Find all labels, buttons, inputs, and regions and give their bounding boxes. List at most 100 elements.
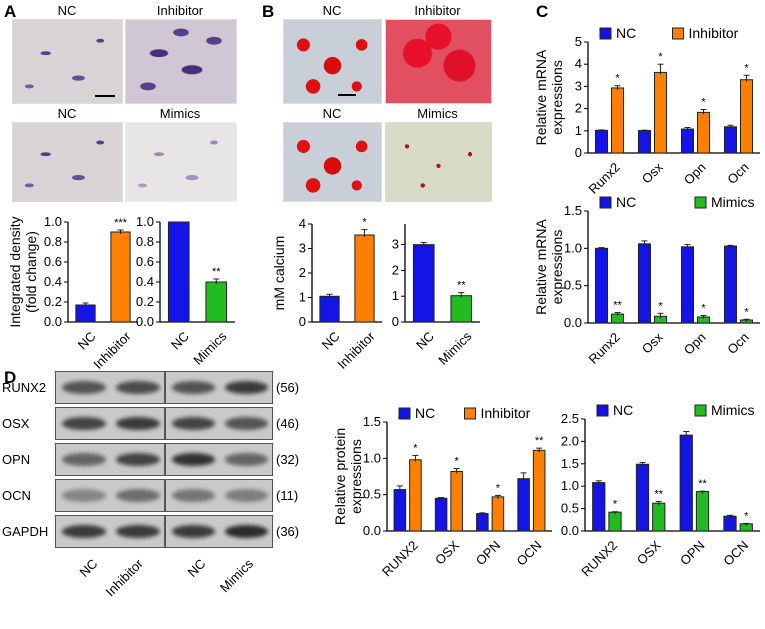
x-tick-label: NC [413,329,437,353]
bar [532,449,546,532]
blot-strip [165,371,273,404]
y-tick-label: 0.6 [136,254,154,269]
significance-marker: * [496,482,501,494]
legend-swatch [599,196,612,209]
x-tick-label: Ocn [724,160,751,187]
protein-band [116,489,160,502]
bar [679,434,693,532]
y-axis-label: Integrated density [7,216,23,327]
y-tick-label: 4 [575,56,582,71]
blot-row-label: OPN [2,452,31,467]
y-tick-label: 1 [575,123,582,138]
x-tick-label: Inhibitor [334,328,378,372]
protein-band [62,417,106,430]
blot-row-label: OSX [2,416,30,431]
bar [723,126,738,154]
protein-band [62,489,106,502]
y-axis-label: Relative mRNA [533,219,549,315]
protein-band [225,381,268,394]
blot-strip [55,407,165,440]
legend-label: Mimics [711,194,755,210]
legend-label: NC [415,405,435,421]
micrograph-alp-nc [12,19,123,104]
image-label: NC [57,106,77,121]
bar [592,482,606,532]
blot-strip [165,407,273,440]
blot-strip [55,479,165,512]
micrograph-ars-inhibitor [385,19,492,104]
scale-bar [95,95,115,97]
significance-marker: *** [114,217,128,229]
protein-band [225,525,268,538]
bar [637,130,652,154]
bar [723,245,738,324]
y-tick-label: 2 [575,101,582,116]
micrograph-alp-mimics [125,122,237,202]
bar [594,247,609,324]
image-label: Mimics [417,106,458,121]
y-tick-label: 2.5 [561,411,579,426]
legend-swatch [672,27,684,40]
legend-label: Inhibitor [689,25,739,41]
y-tick-label: 0 [392,314,399,329]
protein-band [116,381,160,394]
y-tick-label: 2.0 [561,433,579,448]
bar [652,502,666,532]
y-tick-label: 0 [575,145,582,160]
significance-marker: * [744,62,749,74]
x-tick-label: RUNX2 [578,538,620,580]
protein-band [225,417,268,430]
significance-marker: * [615,73,620,85]
y-tick-label: 1 [299,290,306,305]
panel-label-d: D [4,368,17,387]
blot-strip [55,443,165,476]
blot-row-label: RUNX2 [2,380,47,395]
molecular-weight-label: (36) [276,524,300,539]
x-tick-label: NC [319,329,343,353]
y-tick-label: 4 [299,216,306,231]
y-tick-label: 0.5 [363,487,381,502]
x-tick-label: OPN [677,538,708,569]
y-tick-label: 0.0 [564,315,582,330]
y-tick-label: 1.5 [564,203,582,218]
legend-label: Inhibitor [481,405,531,421]
image-label: NC [322,3,342,18]
x-tick-label: Mimics [435,328,475,368]
bar [608,511,622,532]
significance-marker: * [362,217,367,229]
blot-row-label: OCN [2,488,31,503]
bar [450,295,473,323]
y-tick-label: 1.0 [44,214,62,229]
protein-band [225,489,268,502]
y-axis-label: expressions [348,439,364,514]
y-tick-label: 0.2 [136,294,154,309]
y-tick-label: 2 [299,265,306,280]
y-axis-label: (fold change) [23,231,39,313]
bar [695,491,710,532]
legend-swatch [599,27,612,40]
bar [635,463,650,532]
significance-marker: * [455,456,460,468]
x-tick-label: Mimics [190,328,230,368]
protein-band [225,453,268,466]
x-tick-label: NC [168,329,192,353]
x-tick-label: Runx2 [586,330,623,367]
x-tick-label: RUNX2 [379,538,421,580]
x-tick-label: Opn [681,160,709,188]
micrograph-alp-inhibitor [125,19,237,104]
significance-marker: ** [654,488,663,500]
legend-swatch [694,404,707,417]
bar [354,234,375,323]
y-tick-label: 0.4 [44,274,62,289]
x-tick-label: Opn [681,330,709,358]
protein-band [62,381,106,394]
molecular-weight-label: (32) [276,452,300,467]
y-tick-label: 1.0 [363,450,381,465]
protein-band [116,417,160,430]
significance-marker: * [701,303,706,315]
bar [167,221,190,323]
bar [611,87,625,154]
image-label: Inhibitor [156,3,204,18]
